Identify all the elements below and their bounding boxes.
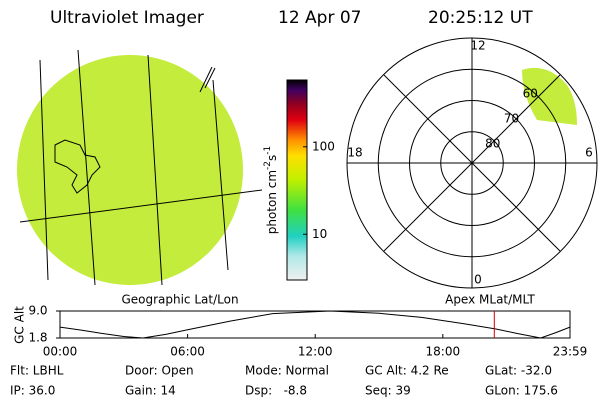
exponent: -1: [263, 146, 273, 155]
orbit-frame: [59, 310, 571, 339]
x-tick-label: 00:00: [43, 345, 78, 359]
x-tick-label: 23:59: [553, 345, 588, 359]
mlat-circle: [440, 131, 504, 195]
status-field: Flt: LBHL: [10, 364, 64, 378]
status-field: GLat: -32.0: [485, 364, 552, 378]
mlat-label: 80: [485, 137, 500, 151]
status-field: IP: 36.0: [10, 384, 55, 398]
mlt-label: 18: [347, 146, 362, 160]
colorbar-tick-label: 100: [312, 139, 335, 153]
x-tick-label: 18:00: [426, 345, 461, 359]
colorbar: [286, 79, 308, 281]
geo-grid: [19, 49, 263, 286]
mlat-label: 70: [504, 112, 519, 126]
colorbar-tick-label: 10: [312, 227, 327, 241]
colorbar-label: photon cm-2s-1: [263, 146, 279, 235]
mlat-circle: [409, 100, 535, 226]
unit: s: [265, 155, 279, 161]
status-field: Mode: Normal: [245, 364, 329, 378]
geo-title: Geographic Lat/Lon: [121, 293, 238, 307]
earth-image: [17, 55, 243, 285]
x-tick-label: 12:00: [298, 345, 333, 359]
mlat-label: 60: [523, 87, 538, 101]
status-field: GLon: 175.6: [485, 384, 558, 398]
status-field: Dsp: -8.8: [245, 384, 307, 398]
x-tick-label: 06:00: [170, 345, 205, 359]
altitude-line: [59, 310, 571, 339]
mlat-circle: [377, 68, 567, 258]
instrument: Ultraviolet Imager: [50, 8, 204, 28]
y-tick-label: 9.0: [28, 304, 47, 318]
status-field: GC Alt: 4.2 Re: [365, 364, 449, 378]
status-field: Door: Open: [125, 364, 194, 378]
mlt-label: 12: [470, 39, 485, 53]
exponent: -2: [263, 161, 273, 170]
y-tick-label: 1.8: [28, 331, 47, 345]
mlt-label: 0: [474, 273, 482, 287]
polar-grid: [346, 37, 598, 289]
date: 12 Apr 07: [278, 8, 361, 28]
mlt-label: 6: [585, 146, 593, 160]
apex-title: Apex MLat/MLT: [445, 293, 535, 307]
time: 20:25:12 UT: [428, 8, 533, 28]
unit: photon cm: [265, 170, 279, 234]
orbit-ylabel: GC Alt: [13, 306, 27, 344]
status-field: Seq: 39: [365, 384, 411, 398]
status-field: Gain: 14: [125, 384, 176, 398]
